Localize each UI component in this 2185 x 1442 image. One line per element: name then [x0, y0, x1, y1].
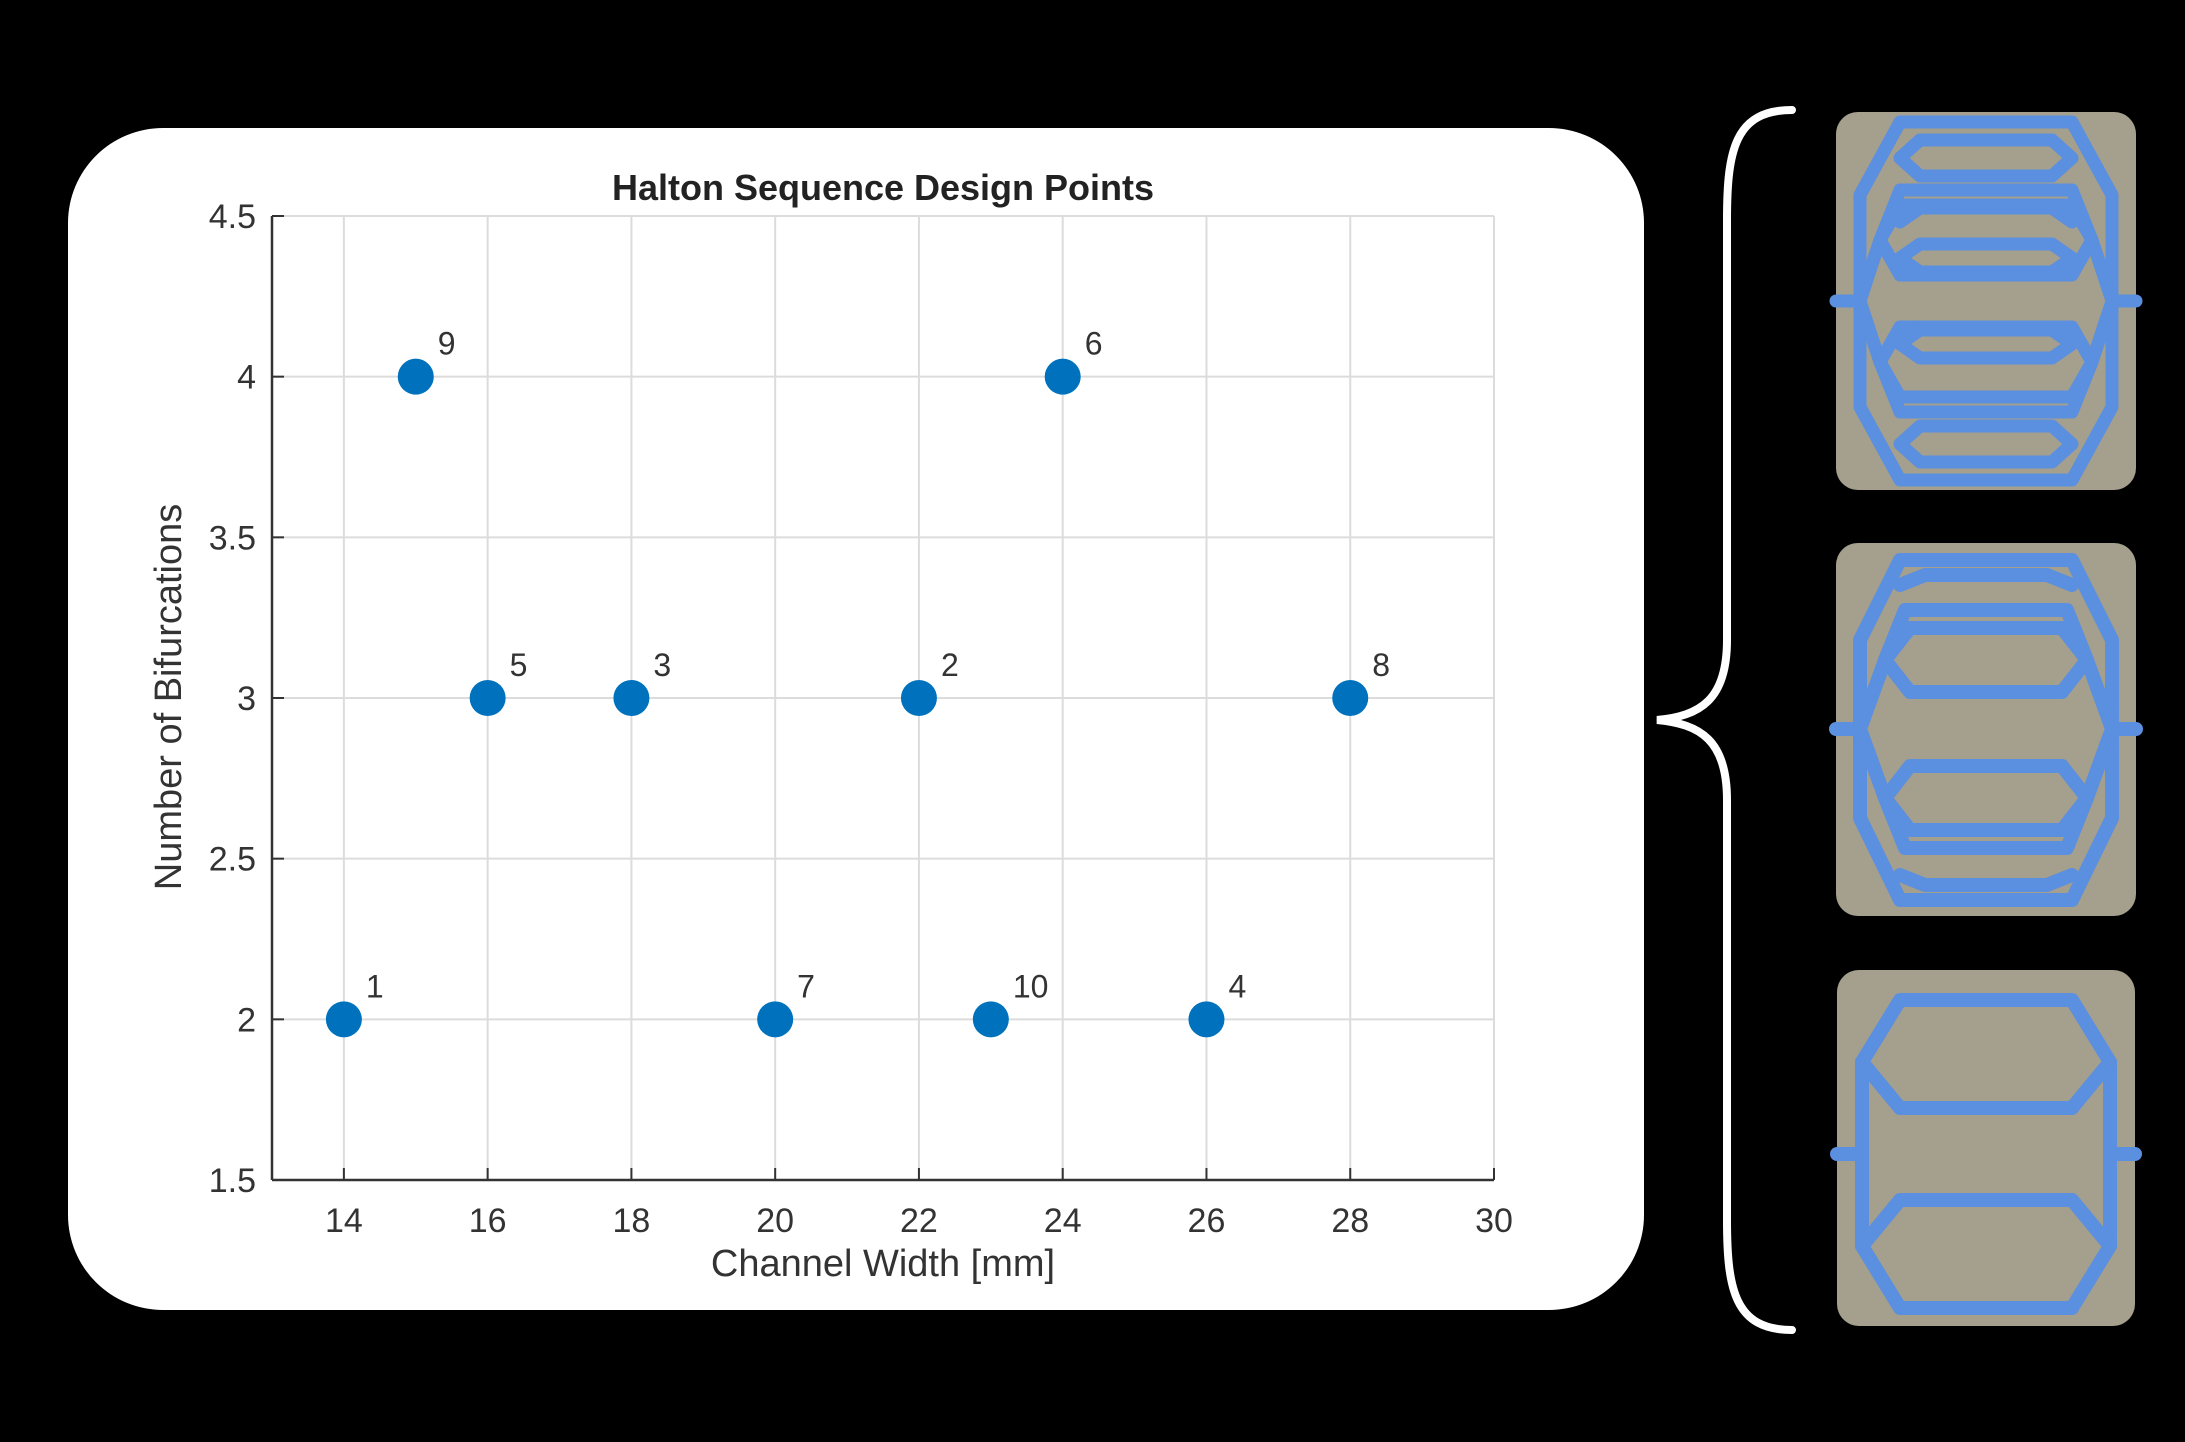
- channel-thumbnails: [1829, 112, 2143, 1326]
- axes: [270, 215, 1495, 1182]
- data-point-5: [469, 680, 506, 716]
- y-tick-label: 1.5: [209, 1162, 256, 1200]
- x-tick-label: 28: [1331, 1202, 1369, 1240]
- data-point-2: [900, 680, 937, 716]
- data-point-10: [972, 1001, 1009, 1038]
- chart-title: Halton Sequence Design Points: [612, 167, 1154, 208]
- point-label-7: 7: [797, 968, 815, 1004]
- x-tick-label: 22: [900, 1202, 938, 1240]
- point-label-1: 1: [366, 968, 384, 1004]
- data-point-9: [397, 358, 434, 395]
- x-tick-label: 24: [1044, 1202, 1082, 1240]
- x-tick-label: 14: [325, 1202, 363, 1240]
- channel-network-icon: [1829, 115, 2143, 487]
- thumbnail-4-bifurcations: [1829, 112, 2143, 490]
- y-tick-labels: 1.5 2 2.5 3 3.5 4 4.5: [209, 198, 256, 1200]
- y-tick-label: 4: [237, 359, 256, 397]
- data-point-3: [613, 680, 650, 716]
- y-tick-label: 3: [237, 680, 256, 718]
- chart-panel: [68, 128, 1644, 1310]
- channel-network-icon: [1830, 993, 2142, 1315]
- x-tick-label: 16: [469, 1202, 507, 1240]
- data-point-7: [757, 1001, 794, 1038]
- curly-brace: [1656, 106, 1796, 1334]
- x-tick-label: 26: [1188, 1202, 1226, 1240]
- y-tick-label: 2: [237, 1001, 256, 1039]
- point-label-8: 8: [1372, 647, 1390, 683]
- data-points: 1 2 3 4 5 6 7 8 9 10: [325, 326, 1390, 1038]
- scatter-chart: 14 16 18 20 22 24 26 28 30 1.5 2 2.5 3 3.5 4 4.5 1 2 3 4 5…: [148, 167, 1513, 1285]
- point-label-2: 2: [941, 647, 959, 683]
- data-point-8: [1332, 680, 1369, 716]
- y-tick-label: 4.5: [209, 198, 256, 236]
- channel-network-icon: [1829, 553, 2143, 907]
- x-tick-label: 30: [1475, 1202, 1513, 1240]
- thumbnail-3-bifurcations: [1829, 543, 2143, 916]
- point-label-3: 3: [653, 647, 671, 683]
- data-point-1: [325, 1001, 362, 1038]
- x-tick-labels: 14 16 18 20 22 24 26 28 30: [325, 1202, 1513, 1240]
- data-point-6: [1044, 358, 1081, 395]
- x-tick-label: 18: [612, 1202, 650, 1240]
- x-axis-label: Channel Width [mm]: [711, 1243, 1055, 1285]
- thumbnail-2-bifurcations: [1830, 970, 2142, 1326]
- point-label-4: 4: [1228, 968, 1246, 1004]
- point-label-6: 6: [1085, 326, 1103, 362]
- point-label-9: 9: [438, 326, 456, 362]
- y-axis-label: Number of Bifurcations: [148, 504, 190, 891]
- data-point-4: [1188, 1001, 1225, 1038]
- point-label-10: 10: [1013, 968, 1049, 1004]
- x-tick-label: 20: [756, 1202, 794, 1240]
- thumbnail-frame: [1837, 970, 2135, 1326]
- y-tick-label: 2.5: [209, 841, 256, 879]
- point-label-5: 5: [510, 647, 528, 683]
- y-tick-label: 3.5: [209, 519, 256, 557]
